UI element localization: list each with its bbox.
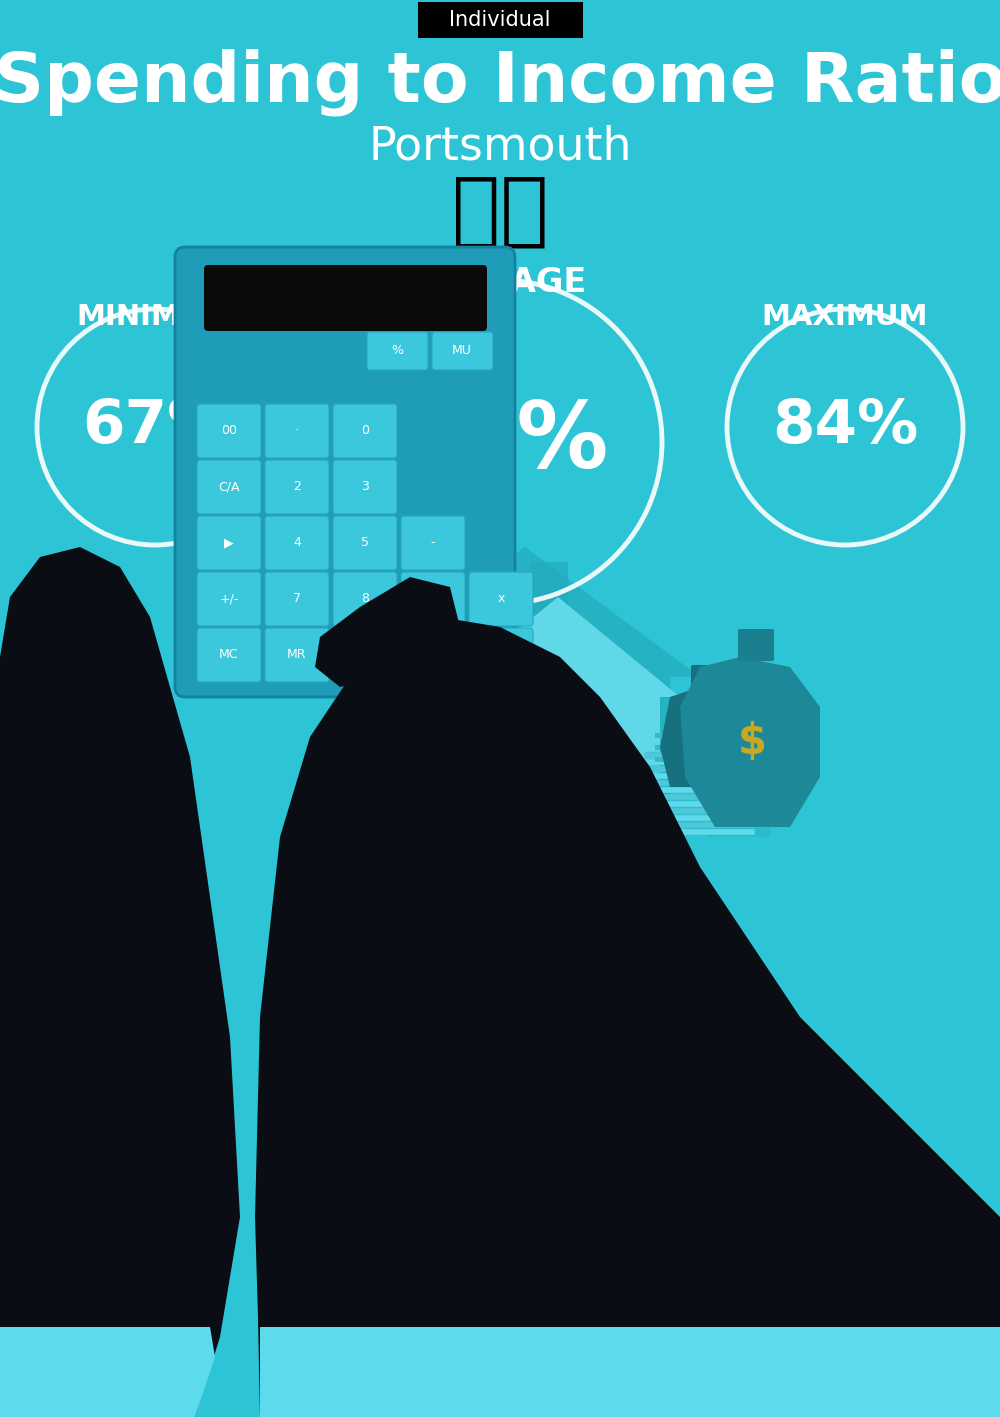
Text: 8: 8 [361,592,369,605]
Text: 75%: 75% [390,397,610,487]
FancyBboxPatch shape [645,822,755,828]
Text: 2: 2 [293,480,301,493]
FancyBboxPatch shape [645,808,755,813]
Polygon shape [0,1326,215,1417]
Polygon shape [0,547,240,1417]
FancyBboxPatch shape [530,733,612,837]
FancyBboxPatch shape [197,404,261,458]
Text: M+: M+ [422,649,444,662]
FancyBboxPatch shape [645,752,755,758]
Polygon shape [455,697,660,837]
FancyBboxPatch shape [645,774,755,779]
FancyBboxPatch shape [655,757,745,762]
Polygon shape [260,1326,1000,1417]
Text: 67%: 67% [82,398,228,456]
Polygon shape [660,687,740,786]
Polygon shape [255,616,1000,1417]
Text: x: x [497,592,505,605]
FancyBboxPatch shape [655,733,745,738]
FancyBboxPatch shape [204,265,487,332]
Text: ▶: ▶ [224,537,234,550]
Polygon shape [315,577,460,687]
Text: ·: · [295,425,299,438]
Text: Spending to Income Ratio: Spending to Income Ratio [0,48,1000,116]
FancyBboxPatch shape [401,572,465,626]
Text: 00: 00 [221,425,237,438]
FancyBboxPatch shape [645,794,755,801]
Polygon shape [435,597,680,697]
Text: 9: 9 [429,592,437,605]
FancyBboxPatch shape [197,516,261,570]
Text: Individual: Individual [449,10,551,30]
Polygon shape [380,677,670,837]
FancyBboxPatch shape [175,247,515,697]
FancyBboxPatch shape [265,628,329,682]
FancyBboxPatch shape [645,786,755,794]
FancyBboxPatch shape [197,461,261,514]
FancyBboxPatch shape [645,779,755,786]
FancyBboxPatch shape [576,743,606,837]
FancyBboxPatch shape [691,665,723,691]
Polygon shape [675,657,805,837]
FancyBboxPatch shape [432,332,493,370]
FancyBboxPatch shape [655,745,745,750]
Text: 3: 3 [361,480,369,493]
Text: 5: 5 [361,537,369,550]
Polygon shape [348,547,512,837]
FancyBboxPatch shape [265,572,329,626]
FancyBboxPatch shape [469,572,533,626]
Text: MR: MR [287,649,307,662]
FancyBboxPatch shape [469,628,533,682]
FancyBboxPatch shape [530,563,568,616]
FancyBboxPatch shape [418,1,582,38]
FancyBboxPatch shape [538,743,570,837]
FancyBboxPatch shape [265,461,329,514]
FancyBboxPatch shape [333,516,397,570]
FancyBboxPatch shape [333,461,397,514]
Text: 7: 7 [293,592,301,605]
FancyBboxPatch shape [645,760,755,765]
FancyBboxPatch shape [333,572,397,626]
FancyBboxPatch shape [265,404,329,458]
Text: %: % [391,344,403,357]
Text: :: : [499,649,503,662]
Text: MU: MU [452,344,472,357]
Text: MINIMUM: MINIMUM [77,303,233,332]
Polygon shape [350,547,700,677]
FancyBboxPatch shape [465,727,515,777]
FancyBboxPatch shape [645,815,755,820]
Text: $: $ [738,721,767,762]
Text: 🇬🇧: 🇬🇧 [452,173,548,251]
Polygon shape [680,657,820,828]
Text: M-: M- [357,649,373,662]
FancyBboxPatch shape [738,629,774,660]
Text: C/A: C/A [218,480,240,493]
FancyBboxPatch shape [401,628,465,682]
Text: Portsmouth: Portsmouth [368,125,632,170]
FancyBboxPatch shape [333,404,397,458]
FancyBboxPatch shape [367,332,428,370]
Text: 0: 0 [361,425,369,438]
FancyBboxPatch shape [645,767,755,772]
Text: MC: MC [219,649,239,662]
FancyBboxPatch shape [645,801,755,808]
Text: $: $ [694,730,712,754]
Text: +/-: +/- [219,592,239,605]
Text: AVERAGE: AVERAGE [413,265,587,299]
FancyBboxPatch shape [401,516,465,570]
FancyBboxPatch shape [265,516,329,570]
FancyBboxPatch shape [197,572,261,626]
FancyBboxPatch shape [333,628,397,682]
FancyBboxPatch shape [645,829,755,835]
Text: -: - [431,537,435,550]
Text: 4: 4 [293,537,301,550]
Text: 84%: 84% [772,398,918,456]
FancyBboxPatch shape [197,628,261,682]
Text: MAXIMUM: MAXIMUM [762,303,928,332]
